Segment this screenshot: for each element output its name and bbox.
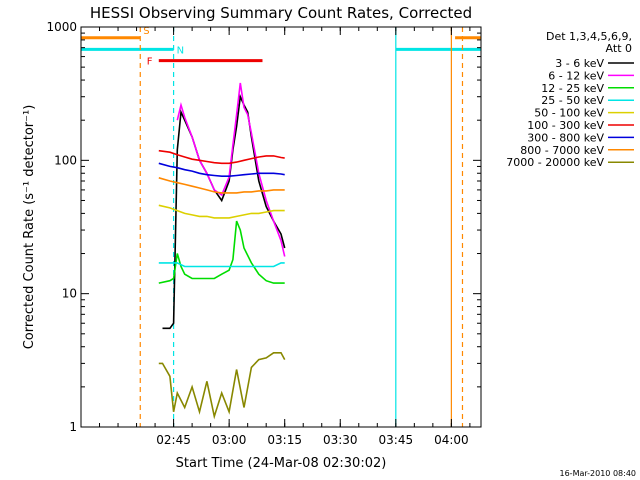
timestamp: 16-Mar-2010 08:40 xyxy=(560,469,637,478)
x-tick-label: 03:45 xyxy=(379,433,414,447)
legend-label: 3 - 6 keV xyxy=(555,57,604,70)
flag-label-f: F xyxy=(147,57,153,68)
x-tick-label: 03:30 xyxy=(323,433,358,447)
x-tick-label: 02:45 xyxy=(156,433,191,447)
series-line-4 xyxy=(158,204,285,219)
y-tick-label: 1000 xyxy=(46,20,77,34)
chart-title: HESSI Observing Summary Count Rates, Cor… xyxy=(90,4,472,22)
plot-frame xyxy=(80,26,482,428)
legend-header: Det 1,3,4,5,6,9, xyxy=(546,30,632,43)
series-line-7 xyxy=(158,177,285,194)
vertical-markers xyxy=(139,27,464,427)
flag-label-s: S xyxy=(143,26,149,37)
legend-label: 25 - 50 keV xyxy=(541,94,604,107)
series-line-0 xyxy=(162,93,286,330)
chart-text: 1 10 100 1000 02:45 03:00 03:15 03:30 03:45 04:00… xyxy=(22,4,636,478)
legend-label: 12 - 25 keV xyxy=(541,82,604,95)
y-tick-label: 100 xyxy=(54,153,77,167)
flag-bars: S N F xyxy=(81,26,481,68)
x-tick-label: 04:00 xyxy=(434,433,469,447)
series-line-6 xyxy=(158,162,285,177)
axis-ticks xyxy=(81,26,481,428)
x-axis-label: Start Time (24-Mar-08 02:30:02) xyxy=(176,456,387,471)
series-line-8 xyxy=(158,351,286,420)
series-line-1 xyxy=(176,82,286,257)
legend-label: 7000 - 20000 keV xyxy=(506,156,604,169)
x-tick-label: 03:15 xyxy=(267,433,302,447)
x-tick-label: 03:00 xyxy=(212,433,247,447)
plot-border xyxy=(80,26,482,428)
y-tick-label: 1 xyxy=(69,420,77,434)
legend-label: 50 - 100 keV xyxy=(534,107,604,120)
flag-label-n: N xyxy=(177,45,184,56)
legend-label: 100 - 300 keV xyxy=(527,119,604,132)
series-line-3 xyxy=(158,262,285,268)
y-tick-label: 10 xyxy=(62,287,77,301)
legend-label: 300 - 800 keV xyxy=(527,131,604,144)
y-axis-label: Corrected Count Rate (s⁻¹ detector⁻¹) xyxy=(22,105,37,350)
series-line-5 xyxy=(158,149,285,165)
series-line-2 xyxy=(158,220,285,284)
series-group xyxy=(158,82,286,420)
legend-label: 6 - 12 keV xyxy=(548,69,604,82)
legend-label: 800 - 7000 keV xyxy=(520,144,604,157)
legend-header: Att 0 xyxy=(606,42,632,55)
